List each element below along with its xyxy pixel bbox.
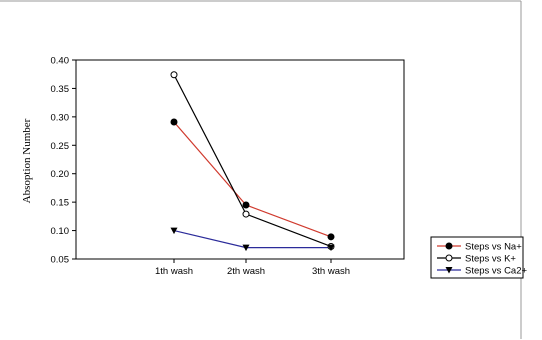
y-tick-label: 0.40 — [51, 56, 70, 67]
series-3-point — [327, 244, 335, 252]
series-1-point — [327, 233, 335, 241]
y-tick-label: 0.05 — [51, 255, 70, 266]
legend-swatch-marker — [445, 242, 453, 250]
series-2-point — [170, 71, 178, 79]
y-tick-label: 0.30 — [51, 112, 70, 123]
y-tick-label: 0.10 — [51, 226, 70, 237]
x-tick-label: 1th wash — [155, 266, 193, 277]
x-tick-label: 2th wash — [227, 266, 265, 277]
series-3-point — [170, 227, 178, 235]
series-line-3 — [173, 229, 331, 249]
plot-area — [75, 59, 405, 260]
y-axis-label: Absoption Number — [21, 118, 33, 203]
series-1-point — [242, 201, 250, 209]
series-line-1 — [173, 121, 332, 238]
legend-label: Steps vs K+ — [465, 254, 516, 265]
y-tick-label: 0.15 — [51, 198, 70, 209]
legend-label: Steps vs Ca2+ — [465, 266, 527, 277]
x-axis-ticks: 1th wash 2th wash 3th wash — [155, 259, 350, 277]
y-axis-ticks: 0.05 0.10 0.15 0.20 0.25 0.30 0.35 0.40 — [51, 56, 76, 266]
series-line-2 — [173, 74, 332, 248]
legend: Steps vs Na+Steps vs K+Steps vs Ca2+ — [430, 236, 527, 279]
y-tick-label: 0.25 — [51, 141, 70, 152]
x-tick-label: 3th wash — [312, 266, 350, 277]
series-2-point — [242, 210, 250, 218]
y-tick-label: 0.35 — [51, 84, 70, 95]
series-3-point — [242, 244, 250, 252]
y-tick-label: 0.20 — [51, 169, 70, 180]
legend-swatch-marker — [445, 254, 453, 262]
series-group — [170, 71, 335, 252]
legend-swatch-marker — [445, 267, 453, 274]
series-1-point — [170, 118, 178, 126]
legend-label: Steps vs Na+ — [465, 242, 522, 253]
